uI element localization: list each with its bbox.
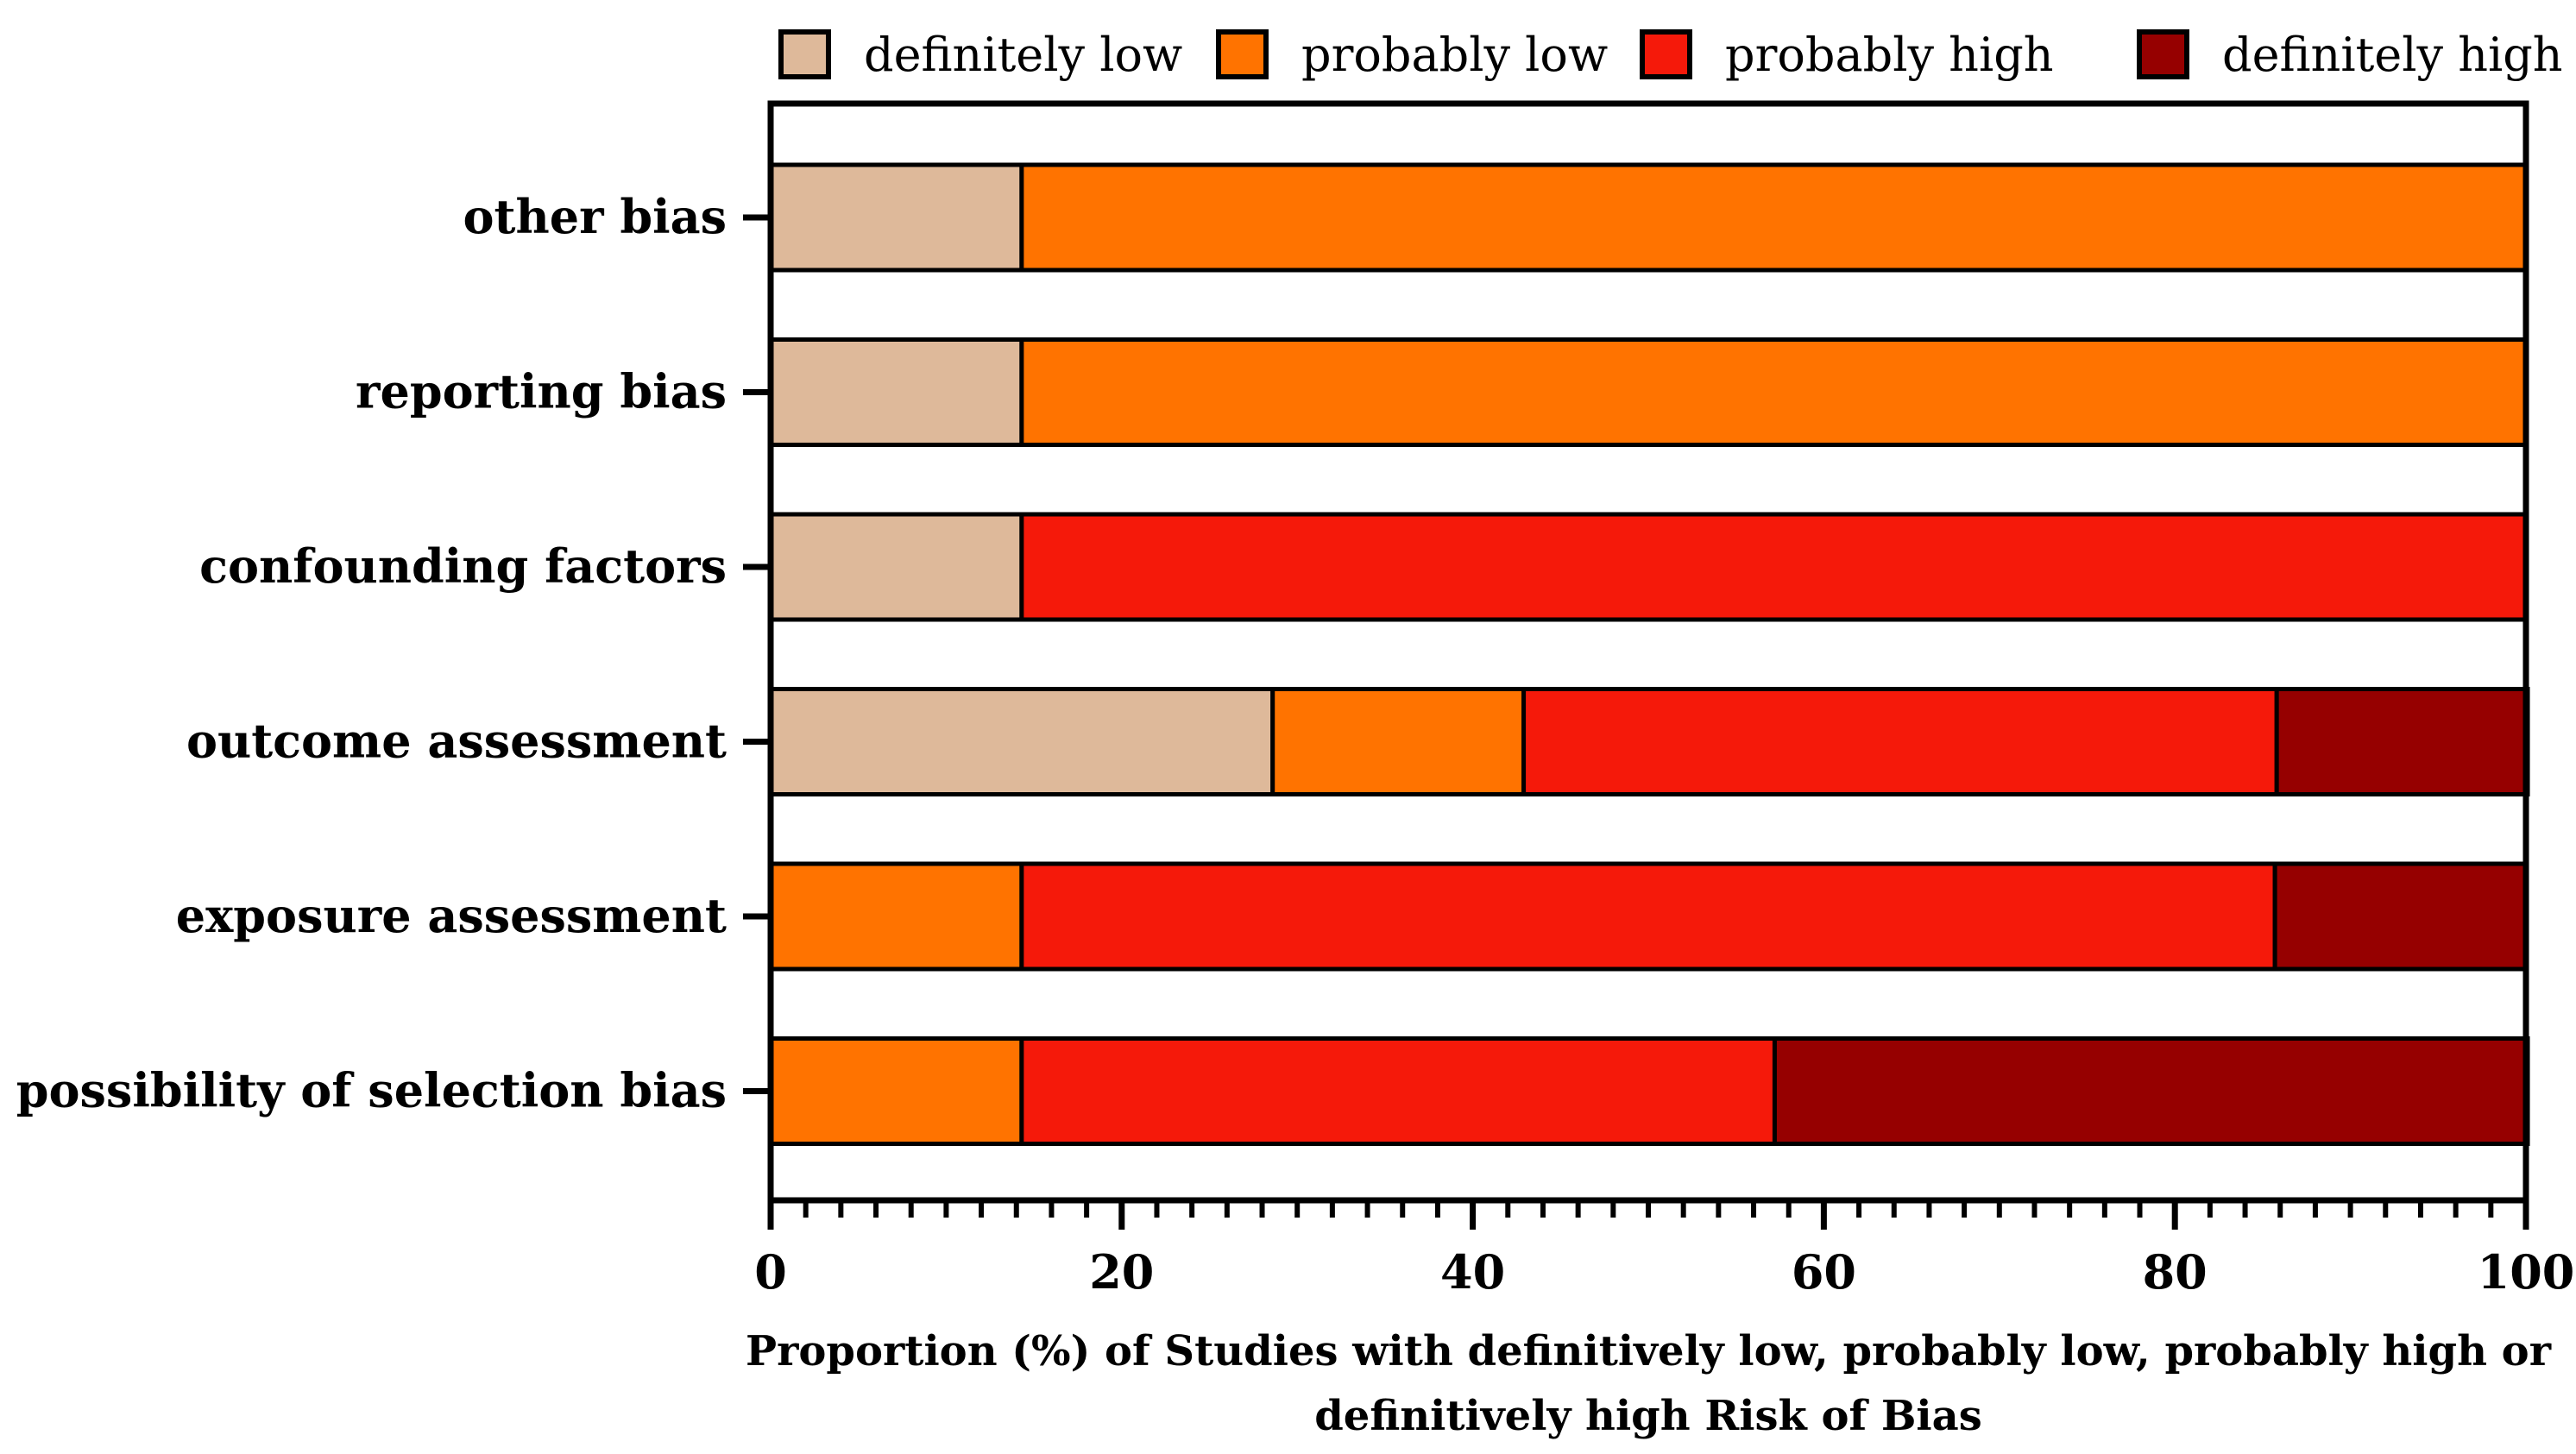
legend: definitely low probably low probably high d… [778, 28, 2563, 82]
bar-segment-probably-low [1019, 337, 2529, 447]
x-tick-label: 60 [1792, 1244, 1856, 1300]
bar-segment-probably-low [768, 1036, 1024, 1146]
y-tick-label: other bias [463, 189, 727, 244]
y-tick-label: possibility of selection bias [16, 1063, 727, 1118]
legend-swatch [778, 29, 831, 79]
x-axis-label-line-1: Proportion (%) of Studies with definitiv… [746, 1327, 2552, 1375]
legend-label: definitely high [2222, 28, 2563, 82]
y-axis: other bias reporting bias confounding fact… [16, 189, 771, 1118]
x-tick-label: 100 [2478, 1244, 2575, 1300]
legend-swatch [2137, 29, 2189, 79]
bar-segment-definitely-high [2272, 861, 2529, 972]
x-tick-label: 80 [2143, 1244, 2208, 1300]
bar-segment-definitely-low [768, 512, 1024, 622]
y-tick-label: exposure assessment [176, 888, 727, 943]
bar-segment-definitely-low [768, 162, 1024, 273]
bar-segment-definitely-low [768, 687, 1275, 796]
bar-segment-definitely-high [1772, 1036, 2530, 1146]
bar-segment-probably-high [1019, 1036, 1777, 1146]
legend-label: definitely low [864, 28, 1182, 82]
bar-segment-probably-high [1019, 512, 2529, 622]
bar-segment-probably-high [1521, 687, 2279, 796]
plot-area [771, 104, 2526, 1200]
bar-segment-probably-low [1019, 162, 2529, 273]
x-axis-label-line-2: definitively high Risk of Bias [1314, 1392, 1982, 1440]
y-tick-label: confounding factors [199, 538, 727, 594]
x-tick-label: 0 [754, 1244, 787, 1300]
legend-label: probably high [1725, 28, 2054, 82]
bar-segment-definitely-low [768, 337, 1024, 447]
bar-segment-probably-high [1019, 861, 2277, 972]
x-tick-label: 20 [1089, 1244, 1154, 1300]
y-tick-label: outcome assessment [186, 714, 727, 769]
legend-swatch [1216, 29, 1269, 79]
legend-swatch [1640, 29, 1692, 79]
bar-segment-probably-low [1270, 687, 1527, 796]
x-axis: 0 20 40 60 80 100 [754, 1200, 2574, 1300]
y-tick-label: reporting bias [356, 364, 727, 419]
bar-segment-probably-low [768, 861, 1024, 972]
bar-segment-definitely-high [2274, 687, 2530, 796]
legend-label: probably low [1301, 28, 1608, 82]
x-tick-label: 40 [1440, 1244, 1505, 1300]
bars [768, 162, 2530, 1146]
